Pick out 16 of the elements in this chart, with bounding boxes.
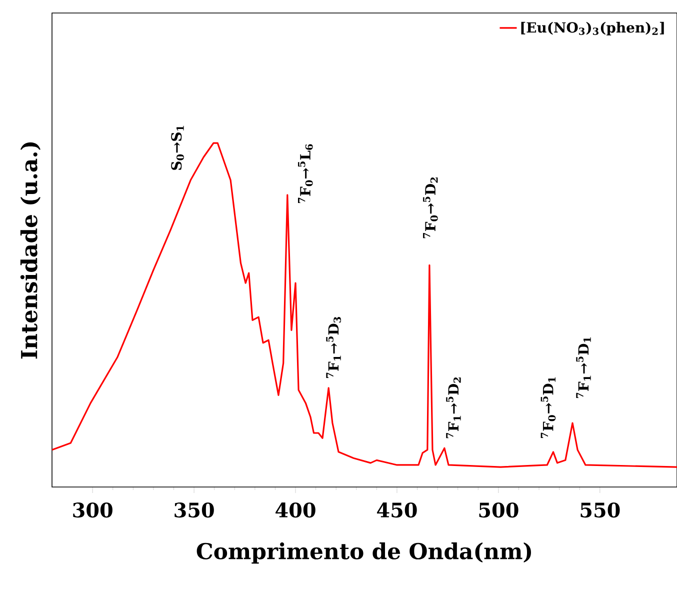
x-axis-title: Comprimento de Onda(nm) [196, 542, 531, 564]
annotation: S$_{0}$→S$_{1}$ [171, 126, 184, 170]
annotation: $^{7}$F$_{1}$→$^{5}$D$_{1}$ [576, 337, 591, 398]
annotation: $^{7}$F$_{1}$→$^{5}$D$_{3}$ [326, 317, 341, 378]
x-tick-label: 400 [276, 502, 316, 518]
annotation: $^{7}$F$_{0}$→$^{5}$D$_{1}$ [540, 377, 556, 438]
x-tick-label: 350 [174, 502, 214, 518]
legend-label: [Eu(NO$_{3}$)$_{3}$(phen)$_{2}$] [521, 22, 664, 36]
x-tick-label: 550 [580, 502, 620, 518]
x-tick-label: 450 [376, 502, 417, 518]
x-tick-label: 500 [479, 502, 518, 518]
annotation: $^{7}$F$_{0}$→$^{5}$L$_{6}$ [298, 144, 313, 203]
x-tick-label: 300 [73, 502, 112, 518]
annotation: $^{7}$F$_{0}$→$^{5}$D$_{2}$ [423, 177, 438, 238]
y-axis-title: Intensidade (u.a.) [20, 142, 40, 359]
annotation: $^{7}$F$_{1}$→$^{5}$D$_{2}$ [446, 377, 461, 438]
